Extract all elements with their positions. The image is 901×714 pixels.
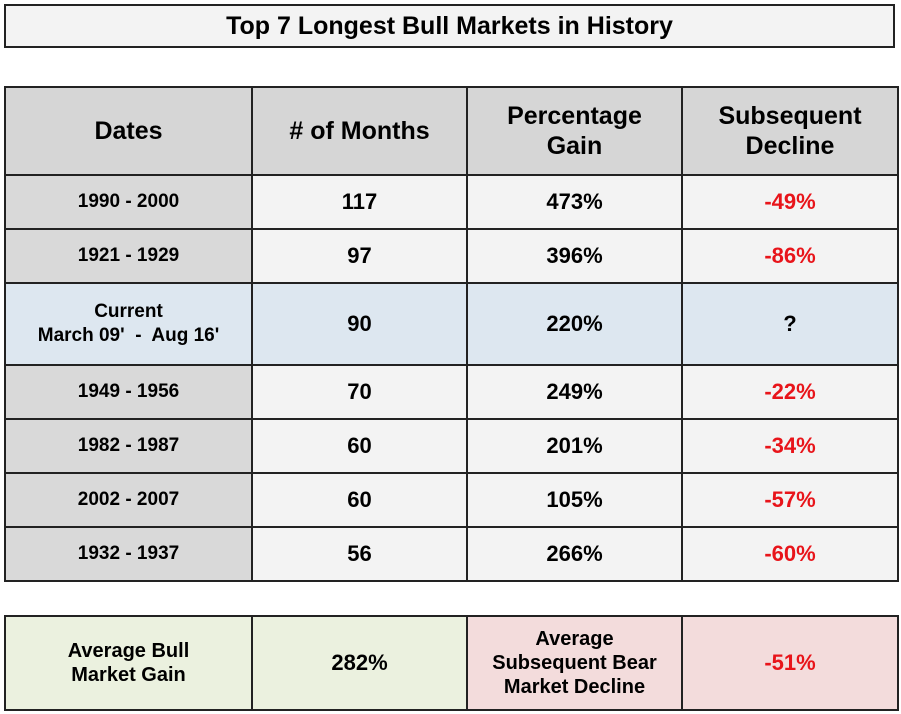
row-gain: 201% — [466, 418, 683, 474]
table-row-current: Current March 09' - Aug 16' 90 220% ? — [4, 282, 899, 366]
row-months: 117 — [251, 174, 468, 230]
row-gain: 396% — [466, 228, 683, 284]
row-dates: 1932 - 1937 — [4, 526, 253, 582]
current-range: March 09' - Aug 16' — [37, 325, 220, 346]
table-row: 1932 - 1937 56 266% -60% — [4, 526, 899, 582]
header-dates: Dates — [4, 86, 253, 176]
avg-decline-label-line1: Average — [535, 628, 614, 650]
header-gain-line1: Percentage — [507, 102, 642, 130]
avg-gain-label-line1: Average Bull — [67, 640, 190, 662]
avg-decline-label: Average Subsequent Bear Market Decline — [466, 615, 683, 711]
avg-gain-label: Average Bull Market Gain — [4, 615, 253, 711]
table-row: 1949 - 1956 70 249% -22% — [4, 364, 899, 420]
row-dates: 1990 - 2000 — [4, 174, 253, 230]
row-decline: -49% — [681, 174, 899, 230]
row-decline: -34% — [681, 418, 899, 474]
table-row: 1982 - 1987 60 201% -34% — [4, 418, 899, 474]
row-gain: 105% — [466, 472, 683, 528]
avg-gain-label-line2: Market Gain — [71, 664, 186, 686]
row-months: 56 — [251, 526, 468, 582]
row-months: 70 — [251, 364, 468, 420]
header-gain-line2: Gain — [546, 132, 603, 160]
row-months: 60 — [251, 472, 468, 528]
row-decline: -86% — [681, 228, 899, 284]
chart-title: Top 7 Longest Bull Markets in History — [226, 11, 673, 40]
row-gain: 473% — [466, 174, 683, 230]
row-gain: 249% — [466, 364, 683, 420]
row-dates: 1921 - 1929 — [4, 228, 253, 284]
header-decline-line1: Subsequent — [718, 102, 862, 130]
row-months: 97 — [251, 228, 468, 284]
row-dates: 2002 - 2007 — [4, 472, 253, 528]
row-gain: 220% — [466, 282, 683, 366]
table-header-row: Dates # of Months Percentage Gain Subseq… — [4, 86, 899, 176]
chart-title-box: Top 7 Longest Bull Markets in History — [4, 4, 895, 48]
current-label: Current — [94, 301, 163, 322]
row-decline: -57% — [681, 472, 899, 528]
row-decline: -22% — [681, 364, 899, 420]
summary-row: Average Bull Market Gain 282% Average Su… — [4, 615, 899, 711]
avg-decline-label-line3: Market Decline — [503, 676, 646, 698]
row-months: 60 — [251, 418, 468, 474]
header-decline: Subsequent Decline — [681, 86, 899, 176]
row-dates: 1982 - 1987 — [4, 418, 253, 474]
header-decline-line2: Decline — [745, 132, 835, 160]
row-months: 90 — [251, 282, 468, 366]
row-dates-current: Current March 09' - Aug 16' — [4, 282, 253, 366]
header-months: # of Months — [251, 86, 468, 176]
row-dates: 1949 - 1956 — [4, 364, 253, 420]
table-row: 1990 - 2000 117 473% -49% — [4, 174, 899, 230]
avg-decline-label-line2: Subsequent Bear — [492, 652, 657, 674]
header-gain: Percentage Gain — [466, 86, 683, 176]
bull-markets-table: Dates # of Months Percentage Gain Subseq… — [4, 86, 899, 582]
avg-gain-value: 282% — [251, 615, 468, 711]
row-decline: -60% — [681, 526, 899, 582]
summary-table: Average Bull Market Gain 282% Average Su… — [4, 615, 899, 711]
table-row: 2002 - 2007 60 105% -57% — [4, 472, 899, 528]
table-row: 1921 - 1929 97 396% -86% — [4, 228, 899, 284]
row-decline-unknown: ? — [681, 282, 899, 366]
avg-decline-value: -51% — [681, 615, 899, 711]
row-gain: 266% — [466, 526, 683, 582]
